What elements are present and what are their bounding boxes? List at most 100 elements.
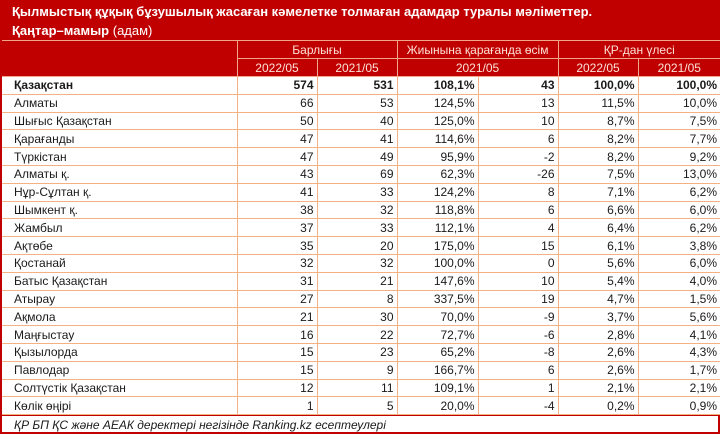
- cell-name: Шығыс Қазақстан: [0, 111, 238, 131]
- cell-diff: -4: [477, 396, 559, 416]
- cell-name: Қостанай: [0, 253, 238, 273]
- cell-v2021: 41: [316, 129, 398, 149]
- cell-v2021: 32: [316, 200, 398, 220]
- cell-diff: 6: [477, 200, 559, 220]
- col-header-total-2022: 2022/05: [236, 58, 318, 77]
- cell-v2022: 15: [236, 342, 318, 362]
- col-header-share-2022: 2022/05: [557, 58, 639, 77]
- table-row: Атырау 27 8 337,5% 19 4,7% 1,5%: [0, 289, 720, 309]
- cell-diff: 1: [477, 378, 559, 398]
- cell-pct: 62,3%: [396, 164, 479, 184]
- cell-s2021: 6,2%: [637, 218, 720, 238]
- cell-s2021: 6,2%: [637, 182, 720, 202]
- cell-s2022: 100,0%: [557, 76, 639, 95]
- cell-v2022: 31: [236, 271, 318, 291]
- cell-s2022: 7,5%: [557, 164, 639, 184]
- cell-s2021: 3,8%: [637, 236, 720, 255]
- cell-s2021: 6,0%: [637, 200, 720, 220]
- header-row-periods: 2022/05 2021/05 2021/05 2022/05 2021/05: [1, 58, 720, 77]
- cell-v2021: 40: [316, 111, 398, 131]
- cell-pct: 118,8%: [396, 200, 479, 220]
- cell-v2022: 50: [236, 111, 318, 131]
- cell-diff: -9: [477, 307, 559, 327]
- cell-s2022: 5,6%: [557, 253, 639, 273]
- cell-s2021: 4,3%: [637, 342, 720, 362]
- cell-v2022: 16: [236, 325, 318, 344]
- cell-pct: 125,0%: [396, 111, 479, 131]
- cell-s2022: 2,8%: [557, 325, 639, 344]
- table-row: Алматы қ. 43 69 62,3% -26 7,5% 13,0%: [0, 164, 720, 184]
- table-row: Маңғыстау 16 22 72,7% -6 2,8% 4,1%: [0, 325, 720, 344]
- cell-v2022: 574: [236, 76, 318, 95]
- cell-s2021: 10,0%: [637, 93, 720, 113]
- cell-diff: 6: [477, 129, 559, 149]
- cell-s2022: 6,4%: [557, 218, 639, 238]
- cell-name: Ақмола: [0, 307, 238, 327]
- table-row: Қостанай 32 32 100,0% 0 5,6% 6,0%: [0, 253, 720, 273]
- cell-v2022: 43: [236, 164, 318, 184]
- cell-name: Көлік өңірі: [0, 396, 238, 416]
- cell-s2022: 3,7%: [557, 307, 639, 327]
- table-row: Шығыс Қазақстан 50 40 125,0% 10 8,7% 7,5%: [0, 111, 720, 131]
- cell-pct: 112,1%: [396, 218, 479, 238]
- cell-name: Батыс Қазақстан: [0, 271, 238, 291]
- cell-pct: 108,1%: [396, 76, 479, 95]
- cell-v2021: 33: [316, 182, 398, 202]
- cell-v2021: 9: [316, 360, 398, 380]
- cell-s2022: 7,1%: [557, 182, 639, 202]
- group-header-total: Барлығы: [236, 40, 398, 59]
- cell-s2021: 100,0%: [637, 76, 720, 95]
- cell-name: Қарағанды: [0, 129, 238, 149]
- cell-v2021: 11: [316, 378, 398, 398]
- table-row: Солтүстік Қазақстан 12 11 109,1% 1 2,1% 2,1%: [0, 378, 720, 398]
- cell-v2021: 32: [316, 253, 398, 273]
- cell-s2022: 2,1%: [557, 378, 639, 398]
- cell-name: Қызылорда: [0, 342, 238, 362]
- table-row: Ақмола 21 30 70,0% -9 3,7% 5,6%: [0, 307, 720, 327]
- cell-pct: 147,6%: [396, 271, 479, 291]
- table-body: Қазақстан 574 531 108,1% 43 100,0% 100,0% Алмат…: [0, 76, 720, 416]
- cell-s2021: 1,5%: [637, 289, 720, 309]
- cell-diff: -8: [477, 342, 559, 362]
- table-row: Жамбыл 37 33 112,1% 4 6,4% 6,2%: [0, 218, 720, 238]
- cell-name: Қазақстан: [0, 76, 238, 95]
- cell-v2022: 32: [236, 253, 318, 273]
- cell-v2022: 35: [236, 236, 318, 255]
- cell-s2022: 8,2%: [557, 147, 639, 166]
- table-row-total: Қазақстан 574 531 108,1% 43 100,0% 100,0%: [0, 76, 720, 95]
- cell-name: Нұр-Сұлтан қ.: [0, 182, 238, 202]
- cell-s2021: 6,0%: [637, 253, 720, 273]
- cell-s2021: 9,2%: [637, 147, 720, 166]
- cell-v2021: 33: [316, 218, 398, 238]
- cell-pct: 175,0%: [396, 236, 479, 255]
- cell-v2021: 49: [316, 147, 398, 166]
- cell-s2021: 1,7%: [637, 360, 720, 380]
- cell-name: Павлодар: [0, 360, 238, 380]
- cell-v2022: 27: [236, 289, 318, 309]
- cell-s2021: 7,5%: [637, 111, 720, 131]
- cell-s2022: 8,7%: [557, 111, 639, 131]
- cell-v2022: 41: [236, 182, 318, 202]
- cell-v2021: 53: [316, 93, 398, 113]
- col-header-growth-2021: 2021/05: [396, 58, 559, 77]
- cell-pct: 70,0%: [396, 307, 479, 327]
- cell-v2021: 21: [316, 271, 398, 291]
- cell-s2021: 2,1%: [637, 378, 720, 398]
- cell-pct: 337,5%: [396, 289, 479, 309]
- table-row: Көлік өңірі 1 5 20,0% -4 0,2% 0,9%: [0, 396, 720, 416]
- cell-diff: -2: [477, 147, 559, 166]
- cell-s2021: 4,0%: [637, 271, 720, 291]
- cell-name: Алматы: [0, 93, 238, 113]
- table-row: Түркістан 47 49 95,9% -2 8,2% 9,2%: [0, 147, 720, 166]
- table-row: Ақтөбе 35 20 175,0% 15 6,1% 3,8%: [0, 236, 720, 255]
- cell-s2022: 6,1%: [557, 236, 639, 255]
- cell-v2022: 21: [236, 307, 318, 327]
- cell-s2021: 7,7%: [637, 129, 720, 149]
- cell-s2021: 13,0%: [637, 164, 720, 184]
- cell-v2021: 5: [316, 396, 398, 416]
- cell-s2022: 11,5%: [557, 93, 639, 113]
- cell-pct: 95,9%: [396, 147, 479, 166]
- table-row: Нұр-Сұлтан қ. 41 33 124,2% 8 7,1% 6,2%: [0, 182, 720, 202]
- table-row: Алматы 66 53 124,5% 13 11,5% 10,0%: [0, 93, 720, 113]
- cell-v2021: 20: [316, 236, 398, 255]
